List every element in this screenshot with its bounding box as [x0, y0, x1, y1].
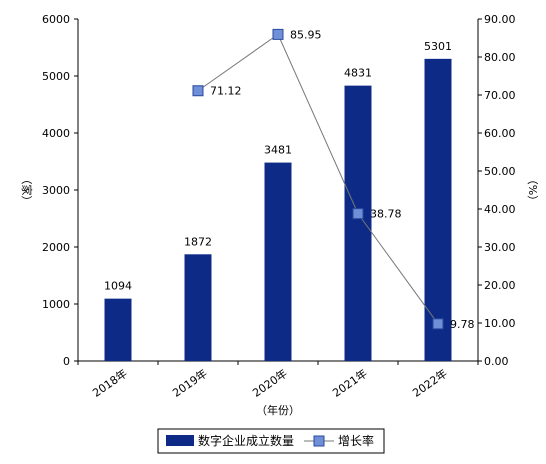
right-y-tick-label: 80.00: [484, 51, 516, 64]
bar: [344, 85, 372, 362]
left-y-tick-label: 5000: [42, 70, 70, 83]
bar-data-label: 5301: [424, 40, 452, 53]
x-tick-label: 2021年: [330, 366, 370, 400]
left-y-tick-label: 6000: [42, 13, 70, 26]
legend-line-marker: [313, 435, 325, 447]
bar: [184, 254, 212, 361]
bar: [424, 58, 452, 362]
bar-series: 1094 1872 3481 4831 5301: [104, 40, 452, 362]
legend-box: [157, 428, 385, 454]
x-tick-label: 2018年: [90, 366, 130, 400]
bar: [264, 162, 292, 361]
right-y-tick-label: 60.00: [484, 127, 516, 140]
x-tick-label: 2022年: [410, 366, 450, 400]
bar-data-label: 4831: [344, 67, 372, 80]
line-data-label: 85.95: [290, 28, 322, 41]
right-y-tick-label: 90.00: [484, 13, 516, 26]
left-y-tick-label: 2000: [42, 241, 70, 254]
line-marker: [272, 28, 284, 40]
line-data-label: 71.12: [210, 85, 242, 98]
right-y-tick-label: 10.00: [484, 317, 516, 330]
left-y-ticks: 0 1000 2000 3000 4000 5000 6000: [42, 13, 78, 368]
left-y-tick-label: 3000: [42, 184, 70, 197]
right-y-tick-label: 30.00: [484, 241, 516, 254]
right-y-tick-label: 20.00: [484, 279, 516, 292]
right-y-ticks: 0.00 10.00 20.00 30.00 40.00 50.00 60.00 70.00 8…: [478, 13, 516, 368]
bar-data-label: 1094: [104, 280, 132, 293]
x-tick-label: 2020年: [250, 366, 290, 400]
legend-line-label: 增长率: [338, 433, 374, 448]
line-marker: [352, 208, 364, 220]
line-data-label: 9.78: [450, 318, 475, 331]
right-y-tick-label: 0.00: [484, 355, 509, 368]
line-data-label: 38.78: [370, 208, 402, 221]
bar-data-label: 3481: [264, 144, 292, 157]
x-tick-label: 2019年: [170, 366, 210, 400]
right-y-tick-label: 50.00: [484, 165, 516, 178]
left-y-tick-label: 0: [63, 355, 70, 368]
left-y-tick-label: 1000: [42, 298, 70, 311]
left-y-axis-title: （家）: [20, 174, 34, 207]
legend-bar-swatch: [166, 435, 194, 446]
x-tick-labels: 2018年 2019年 2020年 2021年 2022年: [77, 361, 479, 400]
left-y-tick-label: 4000: [42, 127, 70, 140]
right-y-tick-label: 40.00: [484, 203, 516, 216]
line-marker: [192, 85, 204, 97]
right-y-tick-label: 70.00: [484, 89, 516, 102]
bar: [104, 298, 132, 361]
line-series: 71.12 85.95 38.78 9.78: [192, 28, 475, 331]
x-axis-title: （年份）: [256, 403, 300, 417]
right-y-axis-title: （%）: [526, 174, 539, 206]
line-marker: [432, 318, 444, 330]
legend: 数字企业成立数量 增长率: [157, 428, 385, 454]
legend-bar-label: 数字企业成立数量: [198, 433, 294, 448]
bar-data-label: 1872: [184, 235, 212, 248]
growth-rate-line: [197, 33, 439, 325]
